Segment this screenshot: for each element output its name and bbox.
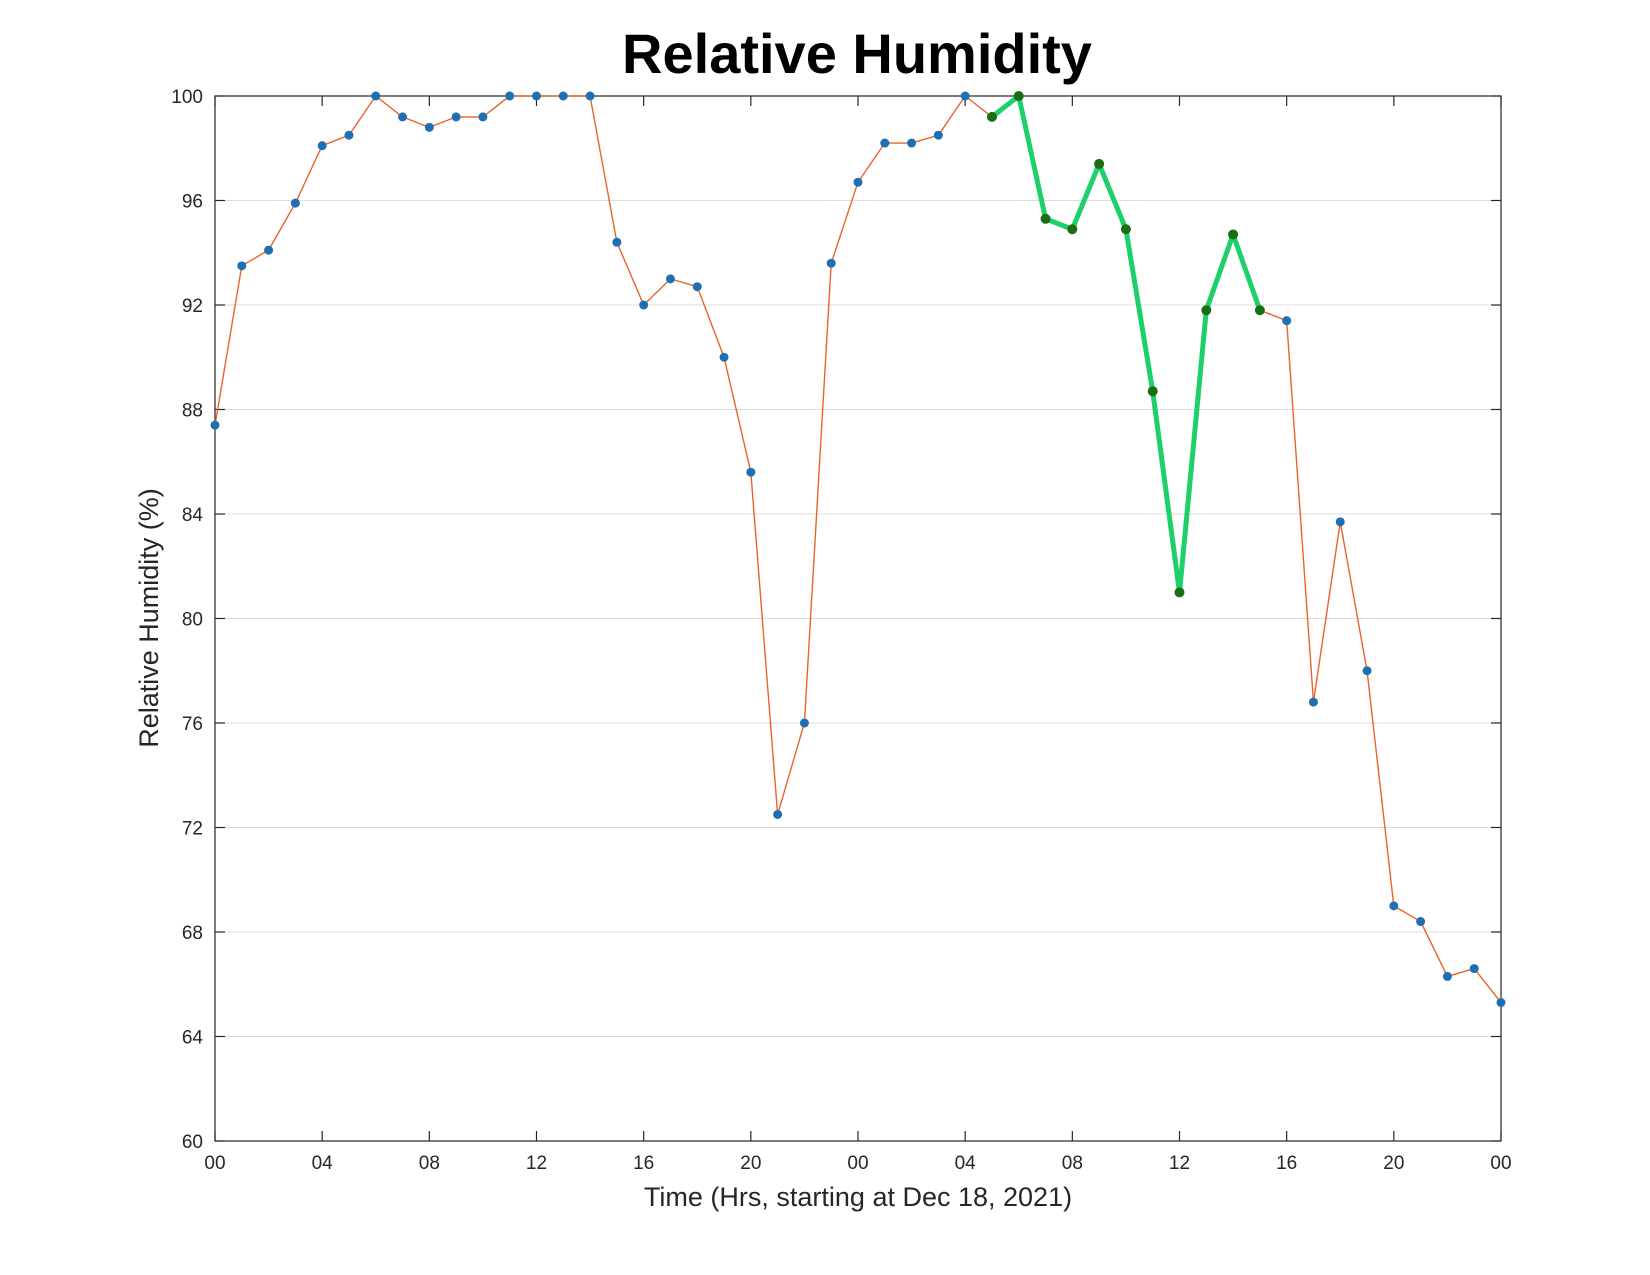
y-tick-label: 76 xyxy=(182,714,203,735)
y-tick-label: 72 xyxy=(182,819,203,840)
data-series xyxy=(210,91,1506,1008)
data-point xyxy=(210,420,220,430)
data-point xyxy=(558,91,568,101)
data-point xyxy=(746,467,756,477)
axis-ticks xyxy=(214,95,1502,1142)
y-tick-label: 60 xyxy=(182,1132,203,1153)
data-point xyxy=(826,258,836,268)
data-point xyxy=(1282,316,1292,326)
data-point xyxy=(1416,917,1426,927)
highlight-data-point xyxy=(1094,158,1105,169)
y-tick-label: 88 xyxy=(182,401,203,422)
x-tick-label: 04 xyxy=(955,1153,977,1174)
data-point xyxy=(371,91,381,101)
y-tick-label: 68 xyxy=(182,923,203,944)
data-point xyxy=(665,274,675,284)
data-point xyxy=(398,112,408,122)
data-point xyxy=(237,261,247,271)
chart-title: Relative Humidity xyxy=(622,22,1092,85)
x-axis-label: Time (Hrs, starting at Dec 18, 2021) xyxy=(644,1182,1072,1212)
x-tick-label: 00 xyxy=(204,1153,225,1174)
data-point xyxy=(1442,971,1452,981)
data-point xyxy=(1308,697,1318,707)
data-point xyxy=(692,282,702,292)
y-tick-label: 96 xyxy=(182,192,203,213)
y-axis-tick-labels: 60 64 68 72 76 80 84 88 92 96 100 xyxy=(171,87,203,1153)
x-tick-label: 00 xyxy=(1490,1153,1511,1174)
x-tick-label: 08 xyxy=(1062,1153,1083,1174)
data-point xyxy=(317,141,327,151)
data-point xyxy=(344,130,354,140)
x-tick-label: 08 xyxy=(419,1153,440,1174)
data-point xyxy=(639,300,649,310)
highlight-data-point xyxy=(1254,305,1265,316)
data-point xyxy=(451,112,461,122)
y-tick-label: 100 xyxy=(171,87,203,108)
data-point xyxy=(264,245,274,255)
data-point xyxy=(880,138,890,148)
data-point xyxy=(424,122,434,132)
data-point xyxy=(532,91,541,101)
x-tick-label: 16 xyxy=(1276,1153,1297,1174)
data-point xyxy=(773,809,783,819)
highlight-data-point xyxy=(1067,224,1078,235)
y-tick-label: 84 xyxy=(182,505,204,526)
data-point xyxy=(960,91,970,101)
x-tick-label: 16 xyxy=(633,1153,654,1174)
highlight-data-point xyxy=(986,111,997,122)
data-point xyxy=(612,237,622,247)
data-point xyxy=(933,130,943,140)
y-tick-label: 80 xyxy=(182,610,203,631)
x-tick-label: 20 xyxy=(740,1153,761,1174)
y-tick-label: 64 xyxy=(182,1028,204,1049)
x-tick-label: 20 xyxy=(1383,1153,1404,1174)
data-point xyxy=(853,177,863,187)
x-axis-tick-labels: 00 04 08 12 16 20 00 04 08 12 16 20 00 xyxy=(204,1153,1511,1174)
data-point xyxy=(290,198,300,208)
highlight-data-point xyxy=(1013,91,1024,101)
highlight-data-point xyxy=(1228,229,1239,240)
data-point xyxy=(1496,998,1506,1008)
highlight-data-point xyxy=(1174,587,1185,598)
y-tick-label: 92 xyxy=(182,296,203,317)
data-point xyxy=(719,352,729,362)
highlight-data-point xyxy=(1040,213,1051,224)
highlight-data-point xyxy=(1147,386,1158,397)
y-axis-label: Relative Humidity (%) xyxy=(134,488,164,748)
data-point xyxy=(1389,901,1399,911)
data-point xyxy=(799,718,809,728)
x-tick-label: 00 xyxy=(847,1153,868,1174)
data-point xyxy=(505,91,515,101)
x-tick-label: 04 xyxy=(312,1153,334,1174)
highlight-data-point xyxy=(1201,305,1212,316)
grid-lines xyxy=(215,200,1501,1037)
data-point xyxy=(585,91,595,101)
data-point xyxy=(1362,666,1372,676)
data-point xyxy=(1469,964,1479,974)
data-point xyxy=(1335,517,1345,527)
data-point xyxy=(907,138,917,148)
highlight-data-point xyxy=(1120,224,1131,235)
data-point xyxy=(478,112,488,122)
x-tick-label: 12 xyxy=(1169,1153,1190,1174)
x-tick-label: 12 xyxy=(526,1153,547,1174)
